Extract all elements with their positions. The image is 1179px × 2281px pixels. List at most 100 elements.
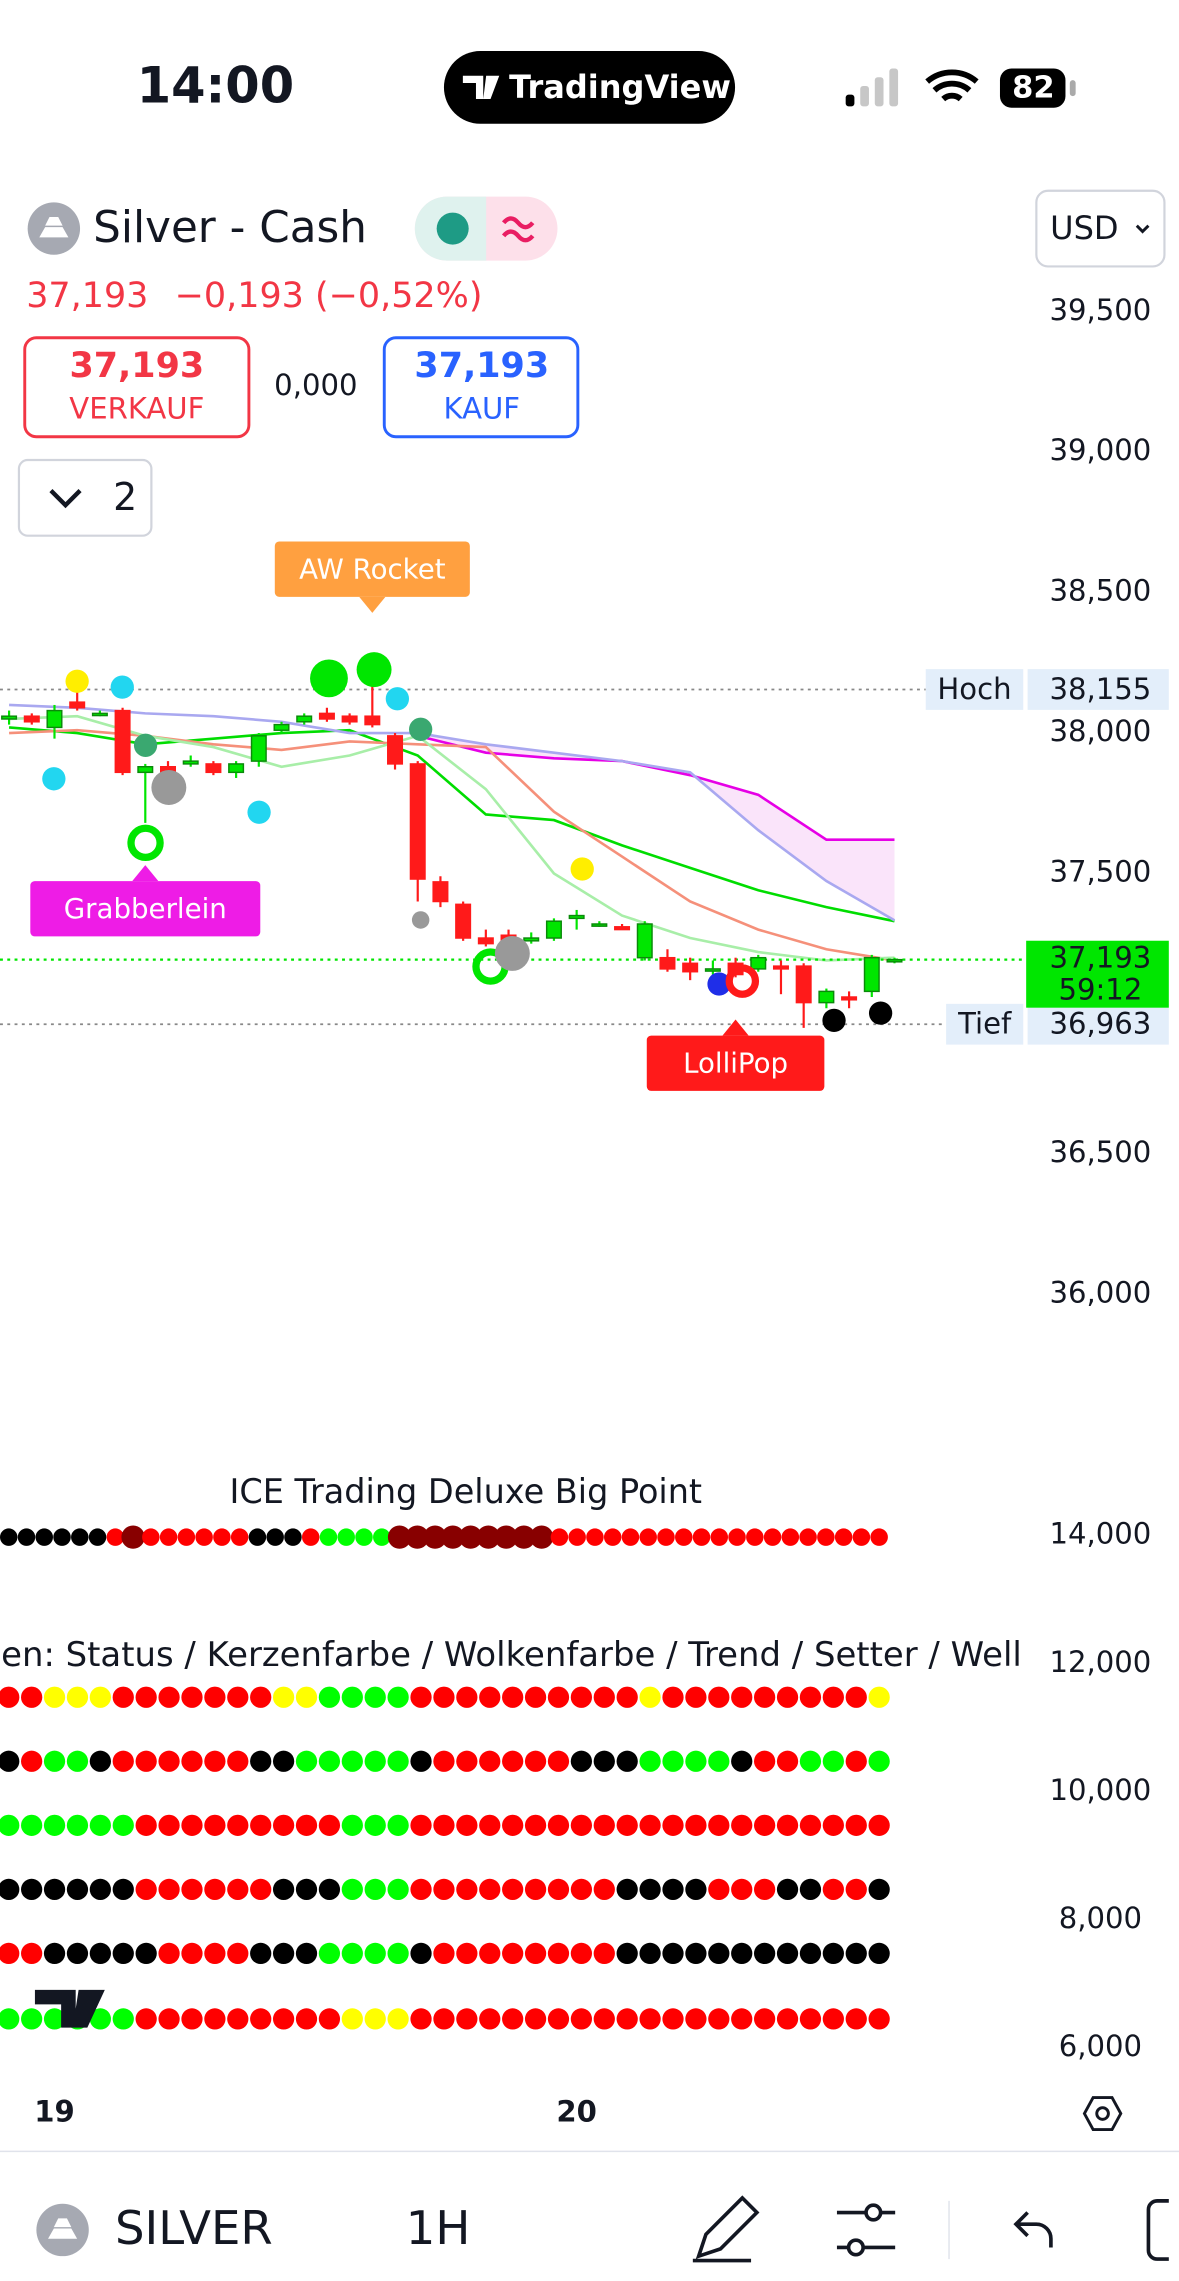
signal-dot	[731, 2008, 753, 2030]
signal-dot	[456, 1686, 478, 1708]
signal-dot	[685, 1814, 707, 1836]
signal-dot	[479, 1686, 501, 1708]
more-button[interactable]	[1146, 2199, 1169, 2261]
settings-icon[interactable]	[1082, 2096, 1123, 2132]
signal-dot	[494, 1525, 518, 1549]
signal-dot	[227, 2008, 249, 2030]
draw-tool[interactable]	[692, 2195, 760, 2263]
annotation-pointer	[359, 596, 386, 613]
candle-body	[682, 962, 699, 973]
level-value-box	[1027, 669, 1169, 710]
signal-dot	[502, 1750, 524, 1772]
signal-dot	[754, 1878, 776, 1901]
signal-dot	[570, 1814, 593, 1836]
signal-dot	[754, 2008, 776, 2030]
watermark-logo	[34, 1989, 105, 2028]
toolbar-symbol-glyph	[48, 2218, 78, 2239]
signal-dot	[776, 2008, 799, 2030]
toolbar-interval[interactable]: 1H	[406, 2201, 471, 2255]
signal-dot	[822, 2008, 844, 2030]
signal-dot	[213, 1528, 231, 1546]
signal-dot	[423, 1525, 447, 1549]
signal-dot	[479, 1878, 501, 1901]
y-tick-label: 6,000	[1059, 2029, 1142, 2063]
signal-dot	[195, 1528, 213, 1546]
signal-dot	[364, 1878, 386, 1901]
signal-dot	[456, 1878, 478, 1901]
signal-dot	[662, 1814, 684, 1836]
signal-dot	[250, 1750, 272, 1772]
signal-dot	[135, 1878, 157, 1901]
currency-button[interactable]	[1035, 189, 1166, 268]
level-value: 38,155	[1049, 672, 1151, 706]
currency: USD	[1050, 209, 1118, 247]
signal-dot	[53, 1528, 71, 1546]
signal-dot	[550, 1528, 569, 1546]
signal-dot	[547, 1686, 570, 1708]
signal-dot	[89, 2008, 111, 2030]
y-tick-label: 39,500	[1049, 293, 1151, 327]
signal-dot	[121, 1525, 145, 1549]
signal-dot	[21, 1814, 43, 1836]
signal-dot	[657, 1528, 675, 1546]
signal-dot	[204, 1942, 226, 1965]
candle-body	[636, 923, 653, 959]
candle-body	[818, 990, 835, 1004]
signal-dot	[685, 1750, 707, 1772]
signal-dot	[106, 1528, 125, 1546]
signal-dot	[364, 2008, 386, 2030]
signal-dot	[524, 1686, 547, 1708]
signal-dot	[177, 1528, 196, 1546]
buy-button[interactable]	[382, 336, 580, 439]
signal-dot	[776, 1814, 799, 1836]
sell-button[interactable]	[23, 336, 251, 439]
candle-body	[841, 996, 858, 1001]
annotation-text: Grabberlein	[64, 892, 227, 925]
signal-dot	[845, 2008, 867, 2030]
signal-dot	[570, 2008, 593, 2030]
signal-dot	[776, 1942, 799, 1965]
collapse-button[interactable]	[17, 458, 153, 537]
signal-dot	[754, 1942, 776, 1965]
y-tick-label: 37,500	[1049, 854, 1151, 888]
annotation-pointer	[722, 1019, 749, 1036]
signal-dot	[662, 1942, 684, 1965]
annotation-text: LolliPop	[683, 1047, 788, 1080]
app-pill	[443, 51, 736, 124]
candle-body	[114, 709, 131, 774]
signal-dot	[250, 2008, 272, 2030]
signal-dot	[731, 1878, 753, 1901]
signal-dot	[547, 2008, 570, 2030]
signal-dot	[868, 2008, 890, 2030]
battery-cap	[1069, 80, 1076, 97]
candle-body	[455, 903, 472, 939]
signal-dot	[227, 1814, 249, 1836]
signal-dot	[731, 1814, 753, 1836]
signal-dot	[158, 2008, 180, 2030]
signal-dot	[0, 2008, 20, 2030]
indicator-line	[417, 734, 895, 842]
price-change: −0,193 (−0,52%)	[175, 276, 483, 316]
candle-body	[523, 937, 540, 942]
toolbar-symbol[interactable]: SILVER	[115, 2201, 273, 2255]
collapse-count: 2	[113, 475, 137, 519]
signal-dot	[639, 1878, 661, 1901]
signal-dot	[799, 1814, 822, 1836]
signal-dot	[135, 2008, 157, 2030]
signal-dot	[318, 1814, 341, 1836]
signal-dot	[616, 1686, 638, 1708]
candle-body	[886, 958, 903, 963]
indicator-line	[9, 714, 895, 962]
signal-dot	[341, 1814, 363, 1836]
signal-dot	[524, 1878, 547, 1901]
signal-dot	[799, 1878, 822, 1901]
symbol-name[interactable]: Silver - Cash	[93, 202, 367, 253]
candle-body	[1, 715, 18, 720]
undo-button[interactable]	[1013, 2211, 1053, 2248]
signal-dot	[616, 1750, 638, 1772]
signal-dot	[21, 1878, 43, 1901]
signal-dot	[845, 1878, 867, 1901]
signal-dot	[822, 1686, 844, 1708]
signal-dot	[845, 1942, 867, 1965]
signal-dot	[181, 1686, 203, 1708]
